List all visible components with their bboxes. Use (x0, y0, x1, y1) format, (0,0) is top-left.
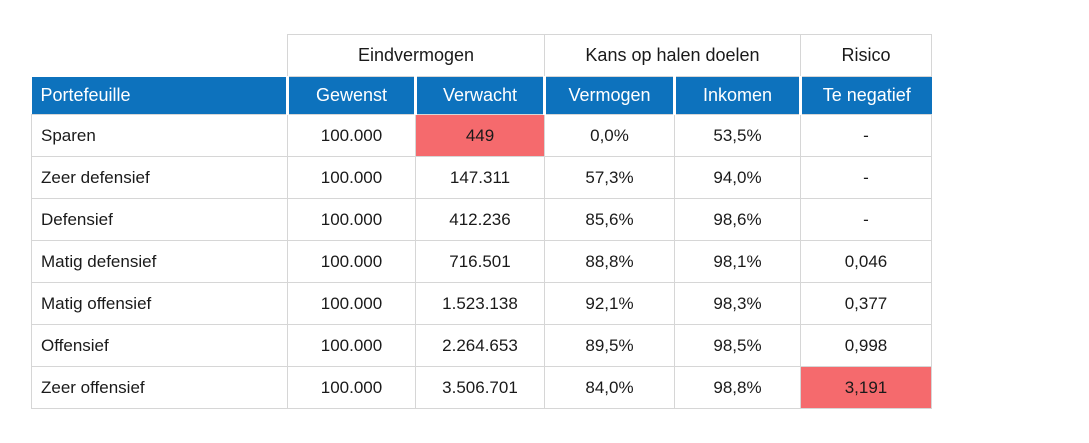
cell-portfolio-name: Matig offensief (31, 282, 288, 325)
table-row-matig-defensief: Matig defensief 100.000 716.501 88,8% 98… (31, 240, 932, 283)
group-header-eindvermogen: Eindvermogen (287, 34, 545, 77)
cell-te-negatief: - (800, 114, 932, 157)
table-row-zeer-offensief: Zeer offensief 100.000 3.506.701 84,0% 9… (31, 366, 932, 409)
cell-inkomen: 98,8% (674, 366, 801, 409)
cell-verwacht: 2.264.653 (415, 324, 545, 367)
cell-gewenst: 100.000 (287, 366, 416, 409)
cell-gewenst: 100.000 (287, 156, 416, 199)
cell-te-negatief-highlighted: 3,191 (800, 366, 932, 409)
cell-te-negatief: - (800, 156, 932, 199)
group-header-blank-cell (32, 35, 288, 77)
group-header-row: Eindvermogen Kans op halen doelen Risico (32, 34, 932, 77)
cell-inkomen: 98,5% (674, 324, 801, 367)
cell-verwacht: 1.523.138 (415, 282, 545, 325)
cell-verwacht: 147.311 (415, 156, 545, 199)
column-header-te-negatief: Te negatief (799, 76, 932, 115)
cell-inkomen: 98,3% (674, 282, 801, 325)
cell-verwacht-highlighted: 449 (415, 114, 545, 157)
column-header-portefeuille: Portefeuille (31, 76, 288, 115)
cell-portfolio-name: Defensief (31, 198, 288, 241)
cell-verwacht: 412.236 (415, 198, 545, 241)
cell-inkomen: 94,0% (674, 156, 801, 199)
cell-vermogen: 92,1% (544, 282, 675, 325)
cell-vermogen: 84,0% (544, 366, 675, 409)
cell-portfolio-name: Offensief (31, 324, 288, 367)
cell-gewenst: 100.000 (287, 240, 416, 283)
cell-inkomen: 98,6% (674, 198, 801, 241)
table-row-offensief: Offensief 100.000 2.264.653 89,5% 98,5% … (31, 324, 932, 367)
cell-portfolio-name: Zeer offensief (31, 366, 288, 409)
cell-te-negatief: 0,046 (800, 240, 932, 283)
column-header-vermogen: Vermogen (543, 76, 675, 115)
cell-vermogen: 85,6% (544, 198, 675, 241)
cell-inkomen: 98,1% (674, 240, 801, 283)
cell-te-negatief: 0,377 (800, 282, 932, 325)
table-row-matig-offensief: Matig offensief 100.000 1.523.138 92,1% … (31, 282, 932, 325)
cell-te-negatief: - (800, 198, 932, 241)
cell-te-negatief: 0,998 (800, 324, 932, 367)
cell-portfolio-name: Sparen (31, 114, 288, 157)
table-row-zeer-defensief: Zeer defensief 100.000 147.311 57,3% 94,… (31, 156, 932, 199)
cell-vermogen: 89,5% (544, 324, 675, 367)
column-header-gewenst: Gewenst (286, 76, 416, 115)
cell-vermogen: 0,0% (544, 114, 675, 157)
cell-gewenst: 100.000 (287, 324, 416, 367)
cell-gewenst: 100.000 (287, 198, 416, 241)
group-header-risico: Risico (800, 34, 932, 77)
table-row-defensief: Defensief 100.000 412.236 85,6% 98,6% - (31, 198, 932, 241)
cell-portfolio-name: Matig defensief (31, 240, 288, 283)
group-header-kans-op-halen-doelen: Kans op halen doelen (544, 34, 801, 77)
cell-gewenst: 100.000 (287, 282, 416, 325)
column-header-inkomen: Inkomen (673, 76, 801, 115)
table-row-sparen: Sparen 100.000 449 0,0% 53,5% - (31, 114, 932, 157)
cell-portfolio-name: Zeer defensief (31, 156, 288, 199)
cell-vermogen: 88,8% (544, 240, 675, 283)
portfolio-comparison-table: Eindvermogen Kans op halen doelen Risico… (31, 34, 932, 409)
cell-gewenst: 100.000 (287, 114, 416, 157)
cell-verwacht: 3.506.701 (415, 366, 545, 409)
column-header-verwacht: Verwacht (414, 76, 545, 115)
column-header-row: Portefeuille Gewenst Verwacht Vermogen I… (31, 76, 932, 115)
cell-vermogen: 57,3% (544, 156, 675, 199)
cell-verwacht: 716.501 (415, 240, 545, 283)
cell-inkomen: 53,5% (674, 114, 801, 157)
